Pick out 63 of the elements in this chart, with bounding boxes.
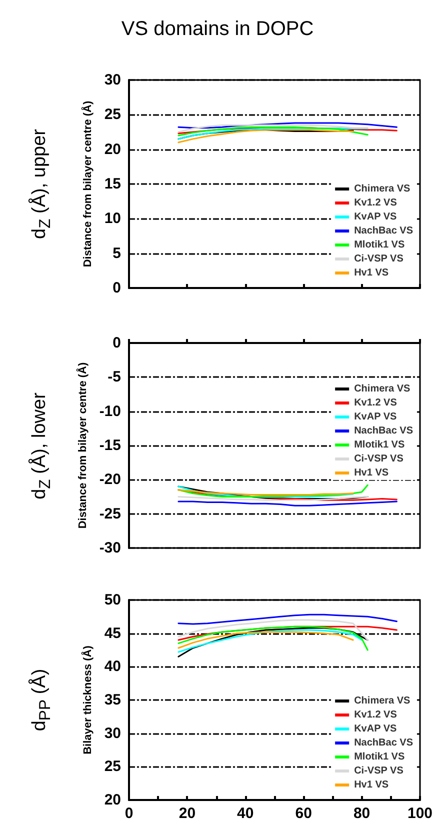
y-tick-label: 25 bbox=[104, 758, 121, 776]
line-series bbox=[178, 126, 368, 136]
legend-label: Ci-VSP VS bbox=[354, 454, 404, 464]
legend-label: Mlotik1 VS bbox=[354, 240, 405, 250]
y-tick-label: 10 bbox=[104, 210, 121, 228]
y-tick-label: 20 bbox=[104, 140, 121, 158]
legend-label: KvAP VS bbox=[354, 724, 398, 734]
legend-label: Ci-VSP VS bbox=[354, 254, 404, 264]
y-tick-label: 45 bbox=[104, 624, 121, 642]
y-tick-label: 25 bbox=[104, 106, 121, 124]
y-tick-label: 20 bbox=[104, 792, 121, 808]
legend-label: KvAP VS bbox=[354, 212, 398, 222]
y-tick-label: 35 bbox=[104, 692, 121, 708]
legend-label: Kv1.2 VS bbox=[354, 710, 398, 720]
chart-title: VS domains in DOPC bbox=[121, 18, 314, 40]
line-series bbox=[178, 631, 354, 649]
y-tick-label: 50 bbox=[104, 592, 121, 608]
y-tick-label: -5 bbox=[108, 368, 121, 386]
line-series bbox=[178, 629, 363, 653]
y-axis-title: Bilayer thickness (Å) bbox=[80, 645, 94, 754]
y-tick-label: 0 bbox=[112, 280, 121, 296]
y-tick-label: -30 bbox=[99, 540, 121, 556]
legend-label: Hv1 VS bbox=[354, 268, 389, 278]
y-tick-label: 30 bbox=[104, 724, 121, 742]
legend-label: NachBac VS bbox=[354, 426, 414, 436]
legend-label: Hv1 VS bbox=[354, 468, 389, 478]
line-series bbox=[178, 486, 354, 498]
legend-label: Kv1.2 VS bbox=[354, 398, 398, 408]
legend-label: Chimera VS bbox=[354, 184, 411, 194]
y-tick-label: 5 bbox=[112, 244, 121, 262]
x-tick-label: 0 bbox=[124, 805, 134, 822]
legend-label: Chimera VS bbox=[354, 696, 411, 706]
y-tick-label: 15 bbox=[104, 176, 121, 192]
x-tick-label: 80 bbox=[353, 805, 370, 822]
y-tick-label: 30 bbox=[104, 72, 121, 88]
legend-label: Kv1.2 VS bbox=[354, 198, 398, 208]
line-series bbox=[178, 484, 368, 498]
y-tick-label: -20 bbox=[99, 471, 121, 488]
y-axis-title: Distance from bilayer centre (Å) bbox=[76, 362, 89, 529]
y-axis-title: Distance from bilayer centre (Å) bbox=[80, 100, 94, 268]
legend-label: Hv1 VS bbox=[354, 780, 389, 790]
x-tick-label: 40 bbox=[237, 805, 254, 822]
line-series bbox=[178, 128, 368, 140]
legend-label: NachBac VS bbox=[354, 738, 414, 748]
line-series bbox=[178, 614, 398, 625]
x-tick-label: 60 bbox=[295, 805, 312, 822]
line-series bbox=[178, 626, 368, 651]
y-tick-label: -15 bbox=[99, 437, 121, 454]
line-series bbox=[178, 619, 368, 641]
legend-label: Chimera VS bbox=[354, 384, 411, 394]
y-tick-label: 40 bbox=[104, 658, 121, 676]
y-tick-label: 0 bbox=[112, 334, 121, 352]
y-tick-label: -10 bbox=[99, 402, 121, 420]
line-series bbox=[178, 124, 368, 133]
legend-label: Mlotik1 VS bbox=[354, 752, 405, 762]
legend-label: NachBac VS bbox=[354, 226, 414, 236]
legend-label: KvAP VS bbox=[354, 412, 398, 422]
y-tick-label: -25 bbox=[99, 505, 121, 522]
x-tick-label: 100 bbox=[407, 805, 433, 822]
x-tick-label: 20 bbox=[178, 805, 196, 822]
legend-label: Ci-VSP VS bbox=[354, 766, 404, 776]
legend-label: Mlotik1 VS bbox=[354, 440, 405, 450]
line-series bbox=[178, 129, 354, 144]
